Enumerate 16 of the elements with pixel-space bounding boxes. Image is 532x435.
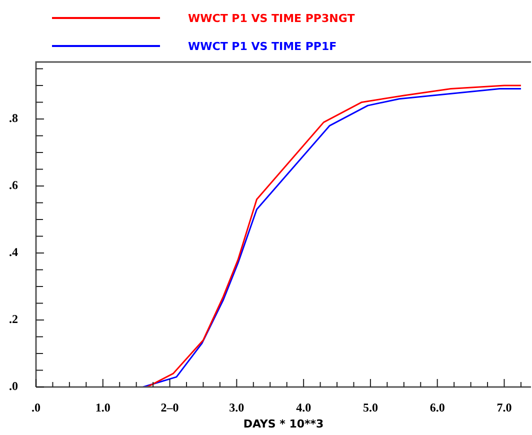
x-tick-label: 4.0 [296,400,312,414]
text: WWCT P1 VS TIME PP3NGT [188,12,355,24]
x-tick-label: .0 [32,400,40,414]
x-tick-label: 3.0 [229,400,244,414]
y-tick-label: .8 [9,111,18,126]
x-axis-title: DAYS * 10**3 [243,417,324,430]
y-tick-label: .0 [9,379,18,394]
x-tick-label: 1.0 [95,400,110,414]
x-tick-label: 5.0 [362,400,378,414]
x-tick-label: 6.0 [430,400,445,414]
y-tick-label: .4 [9,245,18,260]
y-tick-label: .6 [9,178,18,192]
x-tick-label: 7.0 [496,400,512,414]
x-tick-label: 2–0 [160,400,179,414]
text: WWCT P1 VS TIME PP1F [188,40,337,52]
y-tick-label: .2 [9,312,18,326]
